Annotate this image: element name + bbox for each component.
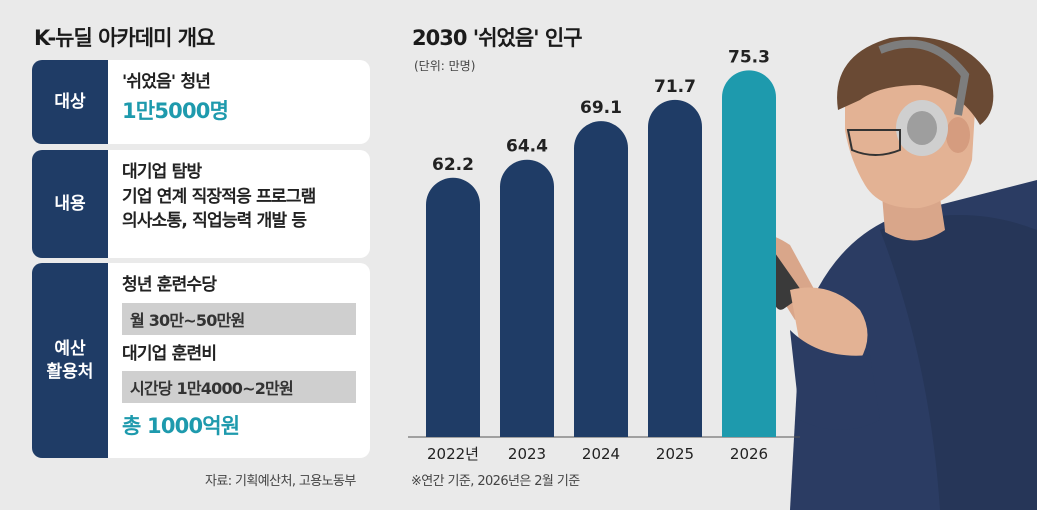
bar-2025 xyxy=(648,99,702,437)
source-note: 자료: 기획예산처, 고용노동부 xyxy=(205,474,356,489)
content-line-1: 대기업 탐방 xyxy=(122,162,202,182)
x-tick-2023: 2023 xyxy=(508,445,546,463)
bar-2026 xyxy=(722,70,776,437)
budget-label-line-2: 활용처 xyxy=(46,361,94,382)
chart-title: 2030 '쉬었음' 인구 xyxy=(412,26,583,50)
chart-unit: (단위: 만명) xyxy=(414,59,476,73)
x-tick-2026: 2026 xyxy=(730,445,768,463)
budget-item-1-value: 월 30만~50만원 xyxy=(122,302,356,335)
budget-item-1: 청년 훈련수당 xyxy=(122,275,217,295)
row-content: 내용 대기업 탐방 기업 연계 직장적응 프로그램 의사소통, 직업능력 개발 … xyxy=(32,150,370,258)
x-tick-2025: 2025 xyxy=(656,445,694,463)
row-target-label: 대상 xyxy=(32,60,108,144)
value-label-2022년: 62.2 xyxy=(432,155,474,175)
x-tick-2022년: 2022년 xyxy=(427,445,479,463)
value-label-2026: 75.3 xyxy=(728,47,770,67)
row-content-label: 내용 xyxy=(32,150,108,258)
target-count: 1만5000명 xyxy=(122,98,229,123)
value-label-2025: 71.7 xyxy=(654,77,696,97)
bar-2024 xyxy=(574,121,628,437)
left-panel-title: K-뉴딜 아카데미 개요 xyxy=(34,26,215,50)
bar-2023 xyxy=(500,159,554,437)
content-line-2: 기업 연계 직장적응 프로그램 xyxy=(122,186,316,207)
budget-label-line-1: 예산 xyxy=(54,338,86,359)
target-group: '쉬었음' 청년 xyxy=(122,72,211,92)
content-line-3: 의사소통, 직업능력 개발 등 xyxy=(122,211,307,232)
row-budget-label: 예산 활용처 xyxy=(32,263,108,458)
budget-total: 총 1000억원 xyxy=(122,414,240,439)
budget-item-2-value: 시간당 1만4000~2만원 xyxy=(122,371,356,404)
value-label-2024: 69.1 xyxy=(580,98,622,118)
row-content-body: 대기업 탐방 기업 연계 직장적응 프로그램 의사소통, 직업능력 개발 등 xyxy=(108,150,370,258)
row-budget: 예산 활용처 청년 훈련수당 월 30만~50만원 대기업 훈련비 시간당 1만… xyxy=(32,263,370,458)
bar-2022년 xyxy=(426,177,481,437)
row-target: 대상 '쉬었음' 청년 1만5000명 xyxy=(32,60,370,144)
chart-note: ※연간 기준, 2026년은 2월 기준 xyxy=(411,474,580,489)
budget-item-2: 대기업 훈련비 xyxy=(122,343,217,364)
x-tick-2024: 2024 xyxy=(582,445,620,463)
row-target-body: '쉬었음' 청년 1만5000명 xyxy=(108,60,370,144)
value-label-2023: 64.4 xyxy=(506,137,548,157)
row-budget-body: 청년 훈련수당 월 30만~50만원 대기업 훈련비 시간당 1만4000~2만… xyxy=(108,263,370,458)
